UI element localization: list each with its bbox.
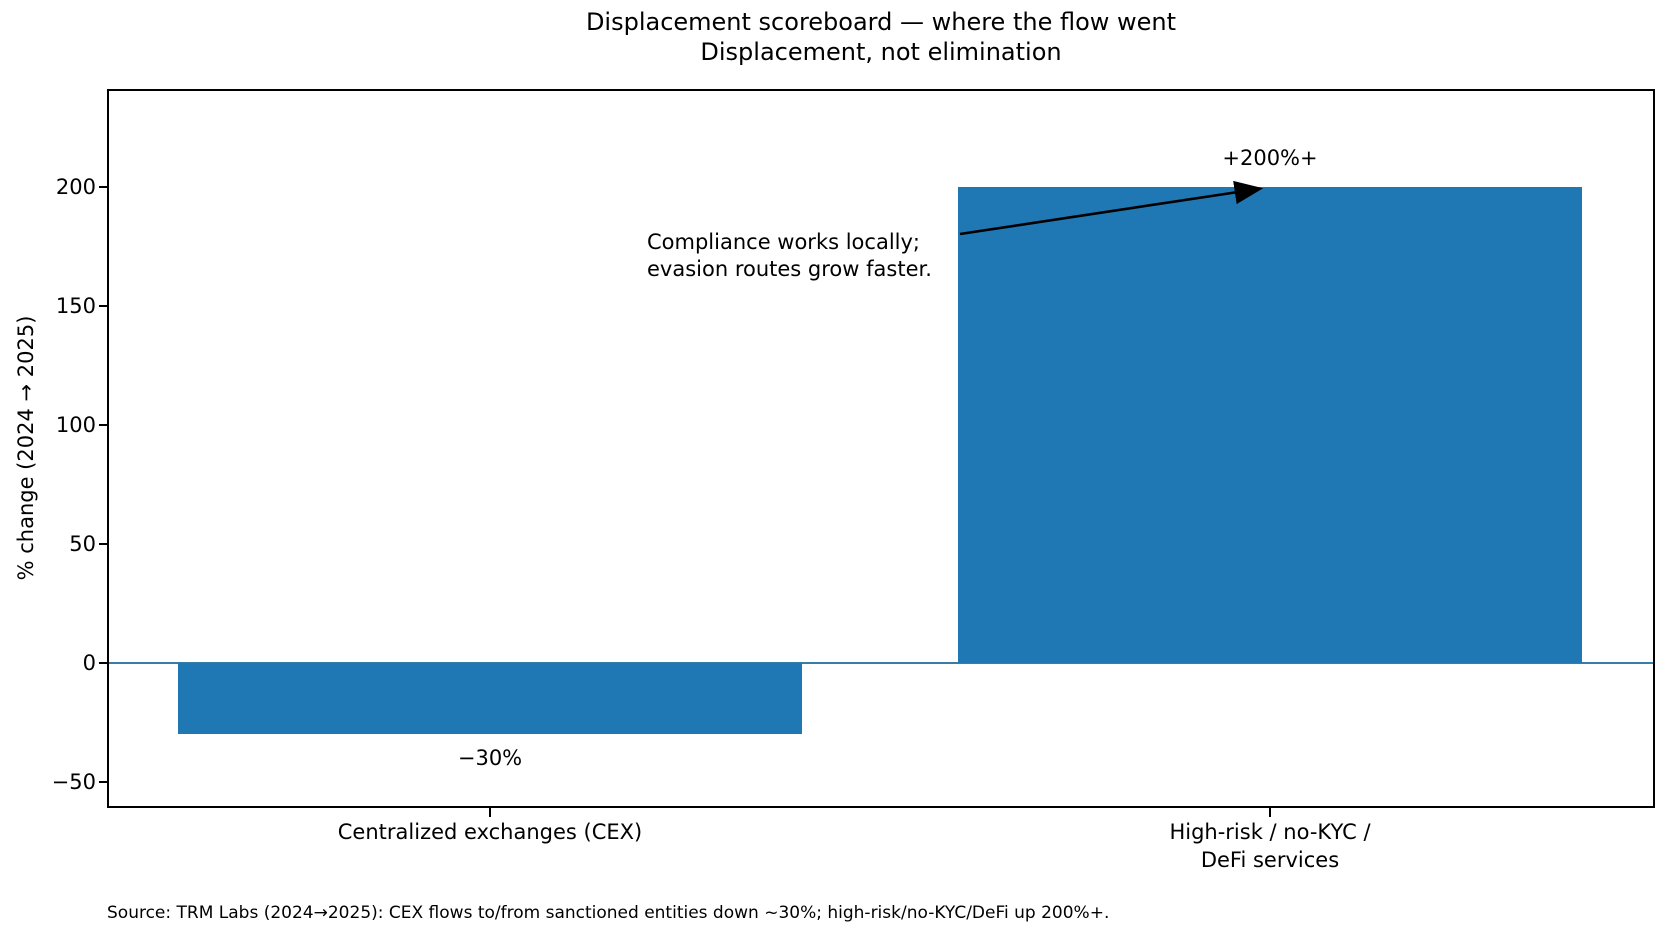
annotation-line1: Compliance works locally; (647, 230, 920, 254)
bar-value-label-defi: +200%+ (1222, 146, 1318, 170)
bar-value-label-cex: −30% (457, 746, 523, 770)
bar-cex (178, 663, 802, 734)
x-tick-defi (1269, 808, 1271, 817)
y-tick-150 (99, 305, 108, 307)
y-tick-label-50: 50 (69, 532, 96, 556)
chart-title: Displacement scoreboard — where the flow… (585, 8, 1177, 36)
annotation-text: Compliance works locally; evasion routes… (647, 229, 932, 283)
y-tick-50 (99, 543, 108, 545)
y-tick-label-200: 200 (55, 175, 96, 199)
y-tick-label-150: 150 (55, 294, 96, 318)
y-tick-label-neg50: −50 (51, 770, 96, 794)
x-tick-label-defi-line1: High-risk / no-KYC / (1169, 820, 1371, 844)
zero-baseline (109, 662, 1653, 664)
chart-subtitle: Displacement, not elimination (700, 38, 1062, 66)
y-tick-200 (99, 186, 108, 188)
x-tick-cex (489, 808, 491, 817)
y-tick-neg50 (99, 781, 108, 783)
bar-defi (958, 187, 1582, 663)
y-tick-label-0: 0 (82, 651, 96, 675)
y-tick-100 (99, 424, 108, 426)
y-tick-label-100: 100 (55, 413, 96, 437)
plot-area (107, 89, 1655, 808)
source-note: Source: TRM Labs (2024→2025): CEX flows … (107, 903, 1110, 923)
annotation-line2: evasion routes grow faster. (647, 257, 932, 281)
annotation-arrow-icon (959, 180, 1264, 236)
y-tick-0 (99, 662, 108, 664)
x-tick-label-cex: Centralized exchanges (CEX) (337, 820, 643, 844)
x-tick-label-defi-line2: DeFi services (1200, 848, 1340, 872)
